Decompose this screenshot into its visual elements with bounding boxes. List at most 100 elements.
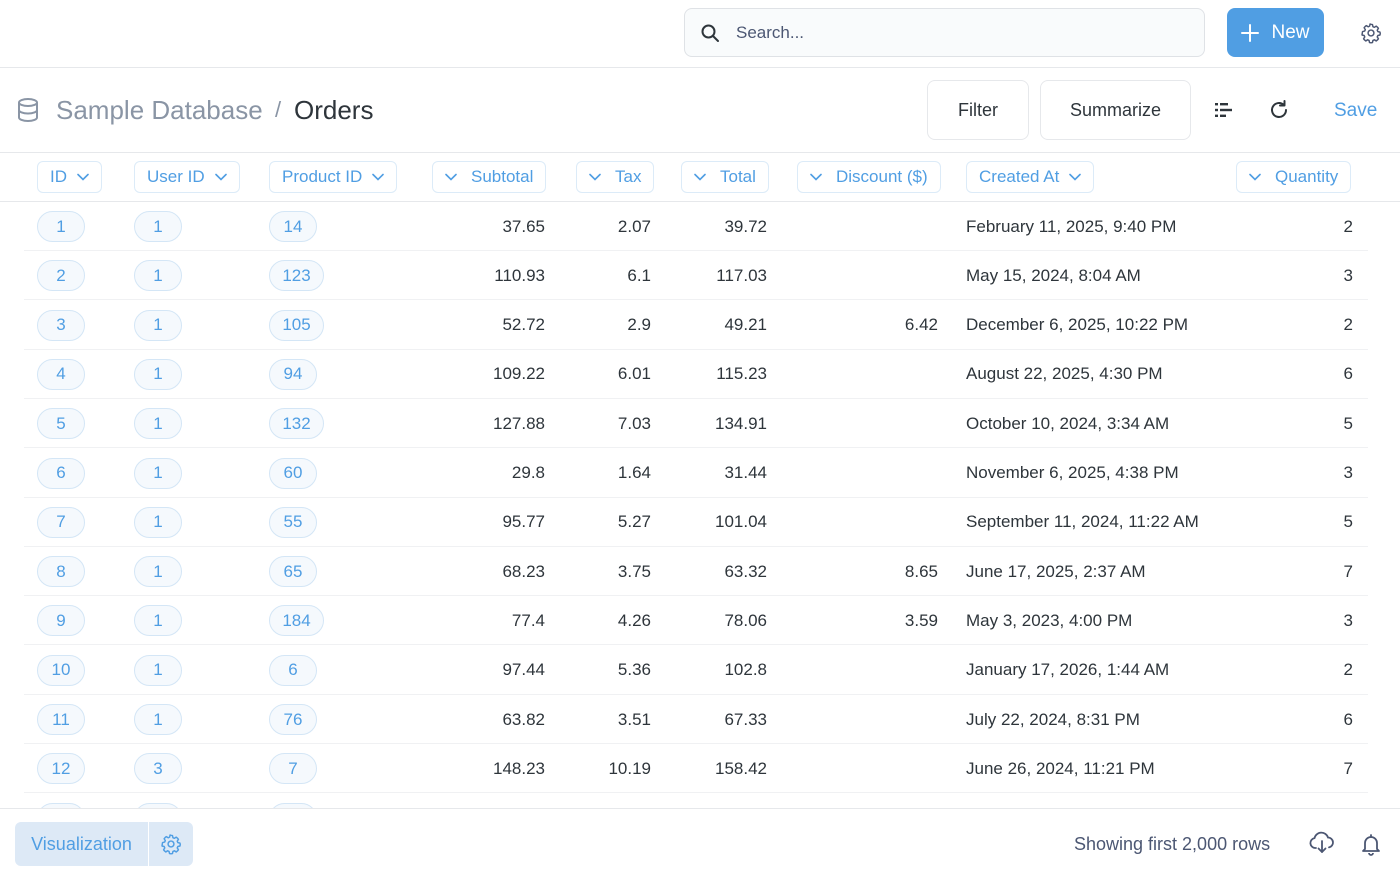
breadcrumb-database[interactable]: Sample Database [56, 95, 263, 125]
column-header-quantity[interactable]: Quantity [1236, 161, 1352, 193]
created-at-cell: November 6, 2025, 4:38 PM [966, 463, 1179, 482]
chevron-down-icon [445, 173, 457, 181]
column-header-product-id[interactable]: Product ID [269, 161, 398, 193]
new-button[interactable]: New [1227, 8, 1324, 57]
summarize-button[interactable]: Summarize [1040, 80, 1191, 140]
created-at-cell: February 11, 2025, 9:40 PM [966, 216, 1177, 236]
created-at-cell: December 6, 2025, 10:22 PM [966, 315, 1189, 335]
gear-icon [161, 834, 181, 855]
product-id-cell[interactable]: 55 [269, 506, 317, 538]
quantity-cell: 2 [1343, 315, 1353, 335]
gear-icon[interactable] [1360, 22, 1382, 44]
table-row: 1 1 14 37.65 2.07 39.72 February 11, 202… [24, 202, 1368, 251]
id-cell[interactable]: 2 [37, 260, 85, 292]
id-cell[interactable]: 11 [37, 704, 85, 735]
id-cell[interactable]: 5 [37, 408, 85, 440]
total-cell: 31.44 [724, 463, 767, 482]
subtotal-cell: 97.44 [502, 660, 545, 680]
id-cell[interactable]: 4 [37, 358, 85, 390]
quantity-cell: 7 [1343, 561, 1353, 581]
top-nav-bar: Search... New [0, 0, 1400, 68]
visualization-settings-button[interactable] [148, 822, 193, 866]
refresh-icon[interactable] [1268, 99, 1290, 121]
product-id-cell[interactable]: 123 [269, 260, 324, 292]
download-icon[interactable] [1309, 831, 1335, 855]
column-header-subtotal[interactable]: Subtotal [432, 161, 547, 193]
id-cell[interactable]: 3 [37, 309, 85, 341]
product-id-cell[interactable]: 94 [269, 358, 317, 390]
user-id-cell[interactable]: 1 [134, 358, 182, 390]
id-cell[interactable]: 8 [37, 556, 85, 588]
total-cell: 115.23 [716, 364, 767, 384]
id-cell[interactable]: 7 [37, 506, 85, 538]
created-at-cell: September 11, 2024, 11:22 AM [966, 512, 1199, 532]
id-cell[interactable]: 6 [37, 457, 85, 489]
column-header-discount[interactable]: Discount ($) [797, 161, 941, 193]
user-id-cell[interactable]: 3 [134, 753, 182, 785]
visualization-button[interactable]: Visualization [31, 833, 132, 854]
user-id-cell[interactable]: 1 [134, 556, 182, 588]
product-id-cell[interactable]: 184 [269, 605, 324, 637]
user-id-cell[interactable]: 1 [134, 654, 182, 686]
user-id-cell[interactable]: 1 [134, 211, 182, 242]
user-id-cell[interactable]: 1 [134, 309, 182, 341]
product-id-cell[interactable]: 132 [269, 408, 324, 440]
subtotal-cell: 127.88 [493, 413, 545, 433]
search-input[interactable]: Search... [684, 8, 1205, 57]
tax-cell: 3.75 [617, 561, 651, 581]
user-id-cell[interactable]: 1 [134, 605, 182, 637]
product-id-cell[interactable]: 7 [269, 753, 317, 785]
total-cell: 134.91 [715, 413, 767, 433]
discount-cell: 8.65 [904, 561, 938, 581]
column-header-created-at[interactable]: Created At [966, 161, 1095, 193]
created-at-cell: May 3, 2023, 4:00 PM [966, 610, 1133, 630]
table-row: 3 1 105 52.72 2.9 49.21 6.42 December 6,… [24, 301, 1368, 350]
save-button[interactable]: Save [1334, 100, 1378, 121]
product-id-cell[interactable]: 105 [269, 309, 324, 341]
bell-icon[interactable] [1359, 832, 1383, 856]
product-id-cell[interactable]: 65 [269, 556, 317, 588]
total-cell: 49.21 [724, 315, 767, 335]
page-title[interactable]: Orders [294, 95, 374, 125]
discount-cell [804, 399, 938, 448]
product-id-cell[interactable]: 14 [269, 211, 317, 242]
user-id-cell[interactable]: 1 [134, 408, 182, 440]
chevron-down-icon [589, 173, 601, 181]
column-header-id[interactable]: ID [37, 161, 102, 193]
product-id-cell[interactable]: 60 [269, 457, 317, 489]
tax-cell: 4.26 [617, 610, 651, 630]
id-cell[interactable]: 10 [37, 654, 85, 686]
total-cell: 78.06 [724, 610, 767, 630]
column-header-user-id[interactable]: User ID [134, 161, 240, 193]
product-id-cell[interactable]: 6 [269, 654, 317, 686]
tax-cell: 2.07 [617, 216, 651, 236]
id-cell[interactable]: 12 [37, 753, 85, 785]
table-row: 11 1 76 63.82 3.51 67.33 July 22, 2024, … [24, 695, 1368, 744]
column-header-label: Subtotal [471, 167, 534, 186]
product-id-cell[interactable]: 76 [269, 704, 317, 735]
subtotal-cell: 29.8 [511, 463, 545, 482]
new-button-label: New [1271, 21, 1310, 43]
created-at-cell: June 17, 2025, 2:37 AM [966, 561, 1146, 581]
table-row: 10 1 6 97.44 5.36 102.8 January 17, 2026… [24, 646, 1368, 695]
user-id-cell[interactable]: 1 [134, 457, 182, 489]
column-header-total[interactable]: Total [681, 161, 769, 193]
column-header-tax[interactable]: Tax [576, 161, 655, 193]
list-icon[interactable] [1214, 101, 1234, 119]
user-id-cell[interactable]: 1 [134, 704, 182, 735]
id-cell[interactable]: 1 [37, 211, 85, 242]
filter-button[interactable]: Filter [927, 80, 1029, 140]
table-row: 5 1 132 127.88 7.03 134.91 October 10, 2… [24, 399, 1368, 449]
tax-cell: 10.19 [608, 758, 651, 778]
user-id-cell[interactable]: 1 [134, 506, 182, 538]
quantity-cell: 5 [1343, 413, 1353, 433]
table-row: 8 1 65 68.23 3.75 63.32 8.65 June 17, 20… [24, 547, 1368, 597]
user-id-cell[interactable]: 1 [134, 260, 182, 292]
id-cell[interactable]: 9 [37, 605, 85, 637]
quantity-cell: 7 [1343, 758, 1353, 778]
column-header-label: Total [720, 167, 756, 186]
discount-cell: 6.42 [904, 315, 938, 335]
discount-cell [804, 202, 938, 251]
table-row: 9 1 184 77.4 4.26 78.06 3.59 May 3, 2023… [24, 596, 1368, 646]
plus-icon [1241, 23, 1260, 42]
